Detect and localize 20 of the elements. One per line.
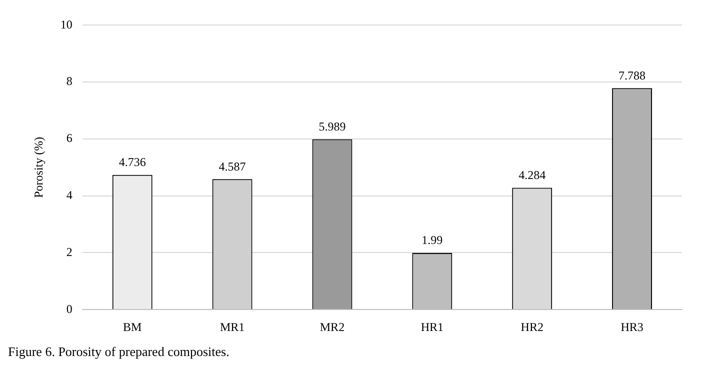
data-label: 4.736 — [118, 155, 146, 170]
x-tick-label: BM — [123, 320, 142, 334]
y-tick-label: 4 — [66, 188, 72, 202]
y-tick-label: 6 — [66, 131, 72, 146]
data-label: 4.587 — [218, 159, 246, 174]
x-tick-label: HR3 — [620, 320, 644, 334]
caption: Figure 6. Porosity of prepared composites. — [8, 344, 230, 360]
data-label: 1.99 — [422, 233, 443, 248]
x-tick-label: MR1 — [220, 320, 245, 334]
y-tick-label: 8 — [66, 74, 72, 88]
y-tick-label: 10 — [60, 17, 72, 32]
x-tick-label: HR2 — [520, 320, 544, 334]
data-label: 5.989 — [318, 119, 346, 134]
y-tick-label: 0 — [66, 302, 72, 316]
y-tick-label: 2 — [66, 244, 72, 259]
data-label: 4.284 — [518, 168, 546, 182]
x-tick-label: HR1 — [420, 320, 444, 334]
y-axis-title: Porosity (%) — [31, 136, 46, 198]
data-label: 7.788 — [618, 68, 646, 82]
x-tick-label: MR2 — [320, 320, 345, 334]
